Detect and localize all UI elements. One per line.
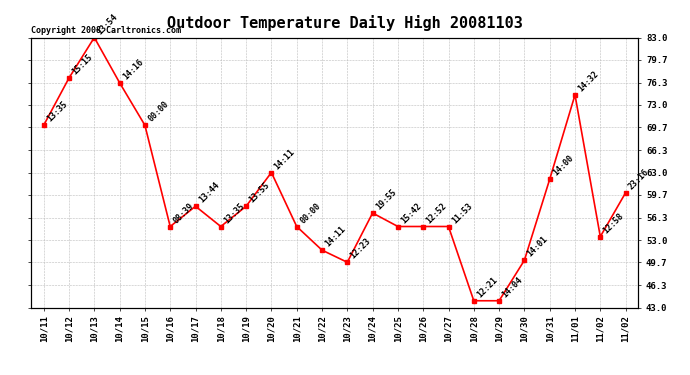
Text: 15:42: 15:42	[400, 201, 424, 225]
Text: 11:53: 11:53	[450, 201, 474, 225]
Text: 15:15: 15:15	[70, 53, 95, 76]
Text: 13:35: 13:35	[222, 201, 246, 225]
Text: 13:44: 13:44	[197, 181, 221, 205]
Text: 12:23: 12:23	[348, 237, 373, 261]
Text: 12:21: 12:21	[475, 275, 500, 299]
Text: 00:00: 00:00	[146, 100, 170, 124]
Text: Outdoor Temperature Daily High 20081103: Outdoor Temperature Daily High 20081103	[167, 15, 523, 31]
Text: 13:55: 13:55	[248, 181, 272, 205]
Text: Copyright 2008 Carltronics.com: Copyright 2008 Carltronics.com	[31, 26, 181, 35]
Text: 08:39: 08:39	[172, 201, 196, 225]
Text: 13:54: 13:54	[96, 12, 120, 36]
Text: 14:11: 14:11	[324, 225, 348, 249]
Text: 14:11: 14:11	[273, 147, 297, 171]
Text: 00:00: 00:00	[298, 201, 322, 225]
Text: 23:16: 23:16	[627, 167, 651, 191]
Text: 14:00: 14:00	[551, 154, 575, 178]
Text: 14:16: 14:16	[121, 57, 145, 81]
Text: 12:52: 12:52	[424, 201, 448, 225]
Text: 19:55: 19:55	[374, 188, 398, 211]
Text: 12:58: 12:58	[602, 211, 626, 235]
Text: 14:32: 14:32	[576, 69, 600, 93]
Text: 14:04: 14:04	[500, 275, 524, 299]
Text: 14:01: 14:01	[526, 235, 550, 259]
Text: 13:35: 13:35	[45, 100, 69, 124]
